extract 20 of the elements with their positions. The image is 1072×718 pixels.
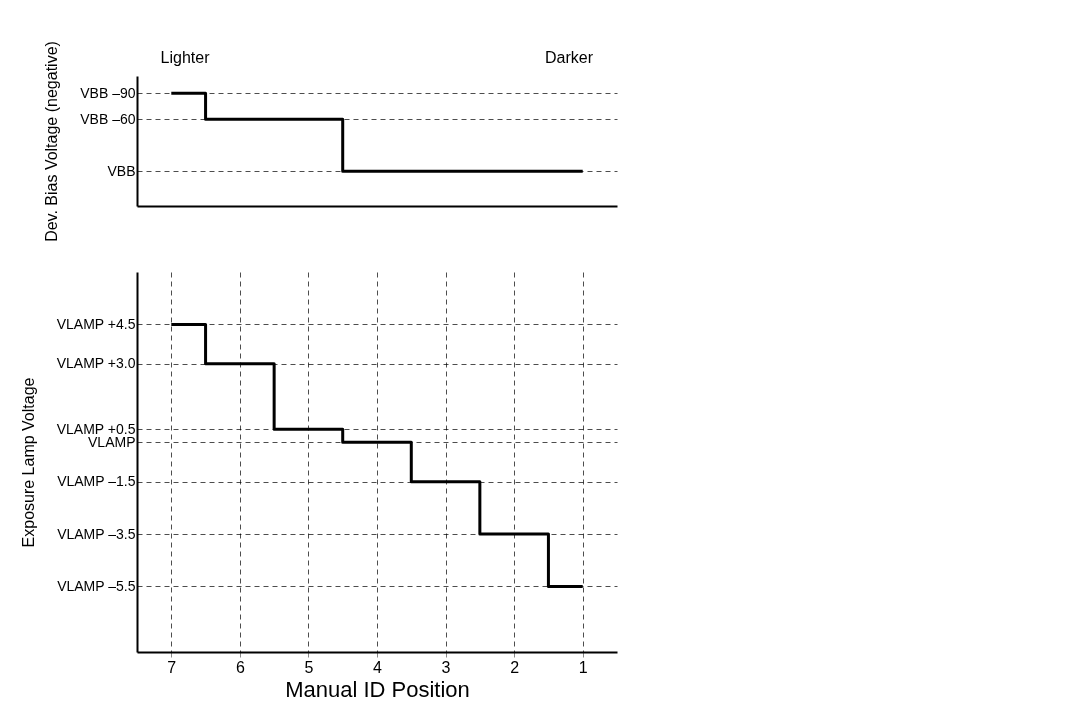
text: Lighter	[160, 49, 211, 66]
y-tick-label: VLAMP –1.5	[57, 473, 136, 490]
x-tick-label: 3	[441, 658, 451, 676]
y-tick-label: VBB	[107, 162, 136, 179]
y-tick-label: VBB –60	[80, 110, 136, 127]
y-tick-label: VLAMP +3.0	[56, 355, 136, 372]
x-tick-label: 7	[167, 658, 177, 676]
y-axis-title: Dev. Bias Voltage (negative)	[43, 41, 61, 242]
y-axis-title: Exposure Lamp Voltage	[19, 377, 37, 548]
x-axis-title: Manual ID Position	[285, 676, 470, 702]
x-tick-label: 6	[235, 658, 245, 676]
y-tick-label: VLAMP +4.5	[56, 315, 136, 332]
x-tick-label: 1	[578, 658, 588, 676]
y-tick-label: VLAMP –3.5	[57, 525, 136, 542]
x-tick-label: 2	[510, 658, 520, 676]
text: Darker	[544, 49, 594, 66]
y-tick-label: VBB –90	[80, 84, 136, 101]
x-tick-label: 5	[304, 658, 314, 676]
x-tick-label: 4	[373, 658, 383, 676]
y-tick-label: VLAMP –5.5	[57, 577, 136, 594]
